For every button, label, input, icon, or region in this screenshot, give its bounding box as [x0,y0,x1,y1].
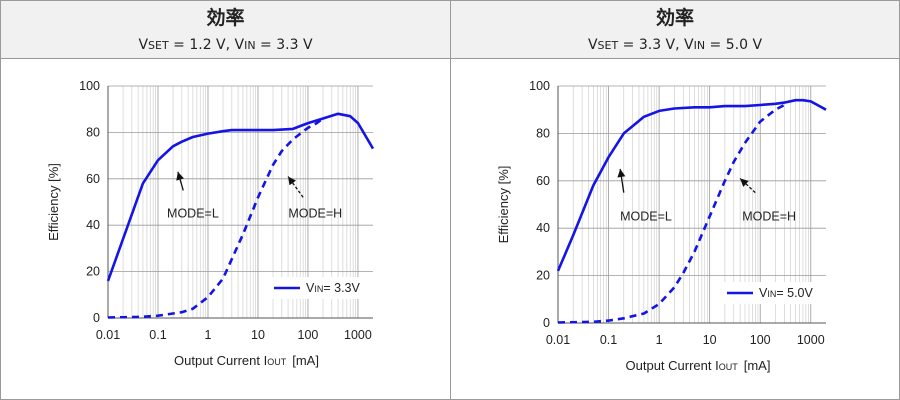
x-axis-title-unit: [mA] [292,353,319,368]
vin-sub: IN [693,39,706,52]
y-tick-label: 80 [536,126,550,140]
x-tick-label: 0.01 [546,333,570,347]
legend-label-value: = 5.0V [776,286,813,300]
annotation-arrow-head [617,168,626,178]
vset-value: = 3.3 V, [622,37,685,53]
efficiency-chart-right: 0.01 0.1 1 10 100 1000 0 20 40 60 80 100 Output Curr… [491,66,862,373]
vset-value: = 1.2 V, [173,37,235,53]
annotation-arrow-head [740,178,749,187]
legend-label-main: V [306,281,315,295]
panel-title: 効率 [206,7,245,29]
annotation-label: MODE=H [288,207,342,221]
x-tick-label: 1 [205,328,212,342]
vset-label: V [587,37,598,53]
y-axis-title: Efficiency [%] [496,166,511,244]
legend-label-sub: IN [314,284,323,294]
x-axis-title-unit: [mA] [744,358,771,373]
panel-subtitle: VSET = 1.2 V, VIN = 3.3 V [1,37,450,54]
y-tick-label: 20 [536,269,550,283]
panel-header: 効率 VSET = 1.2 V, VIN = 3.3 V [1,1,450,59]
y-tick-label: 40 [536,221,550,235]
vin-label: V [684,37,694,53]
x-tick-label: 10 [251,328,265,342]
panel-title: 効率 [655,7,694,29]
annotation-arrow-head [176,171,184,181]
x-axis-title-sub: OUT [719,362,739,372]
vin-sub: IN [244,39,256,52]
legend-label-sub: IN [767,289,776,299]
series-line-mode-h [557,103,785,324]
vin-value: = 3.3 V [260,37,313,53]
x-tick-label: 10 [703,333,717,347]
annotation-label: MODE=H [742,209,796,223]
x-tick-label: 1 [656,333,663,347]
vset-sub: SET [148,39,169,52]
annotation-arrow-head [288,176,296,186]
panel-right: 効率 VSET = 3.3 V, VIN = 5.0 V 0.01 0.1 1 10 1… [451,1,899,399]
vset-label: V [138,37,149,53]
y-tick-label: 80 [86,125,100,139]
y-tick-label: 0 [543,316,550,330]
panel-left: 効率 VSET = 1.2 V, VIN = 3.3 V 0.01 0.1 1 10 1… [1,1,451,399]
y-tick-label: 60 [536,174,550,188]
panel-subtitle: VSET = 3.3 V, VIN = 5.0 V [451,37,899,54]
x-tick-label: 0.01 [96,328,120,342]
x-tick-label: 0.1 [600,333,617,347]
y-tick-label: 60 [86,172,100,186]
vset-sub: SET [597,39,619,52]
x-axis-title-main: Output Current I [626,358,719,373]
x-tick-label: 100 [750,333,771,347]
series-line-mode-l [106,112,375,282]
vin-value: = 5.0 V [709,37,763,53]
legend-label: VIN= 3.3V [306,281,360,295]
legend-box [268,277,368,299]
legend-label-main: V [759,286,768,300]
legend-label-value: = 3.3V [323,281,360,295]
x-axis-title: Output Current IOUT [mA] [626,358,771,373]
y-tick-label: 100 [79,79,100,93]
x-tick-label: 0.1 [149,328,166,342]
y-tick-label: 40 [86,218,100,232]
legend-label: VIN= 5.0V [759,286,813,300]
x-tick-label: 1000 [797,333,825,347]
x-tick-label: 1000 [344,328,372,342]
annotation-label: MODE=L [620,209,672,223]
annotation-label: MODE=L [167,207,219,221]
y-tick-label: 100 [529,79,550,93]
y-axis-title: Efficiency [%] [46,163,61,241]
legend-box [721,282,821,304]
x-axis-title-sub: OUT [267,357,287,367]
series-line-mode-l [556,98,827,272]
y-tick-label: 0 [93,311,100,325]
x-axis-title-main: Output Current I [174,353,267,368]
x-tick-label: 100 [298,328,319,342]
y-tick-label: 20 [86,265,100,279]
vin-label: V [234,37,245,53]
panel-header: 効率 VSET = 3.3 V, VIN = 5.0 V [451,1,899,59]
efficiency-chart-left: 0.01 0.1 1 10 100 1000 0 20 40 60 80 100 Output Curr… [41,66,412,368]
x-axis-title: Output Current IOUT [mA] [174,353,319,368]
